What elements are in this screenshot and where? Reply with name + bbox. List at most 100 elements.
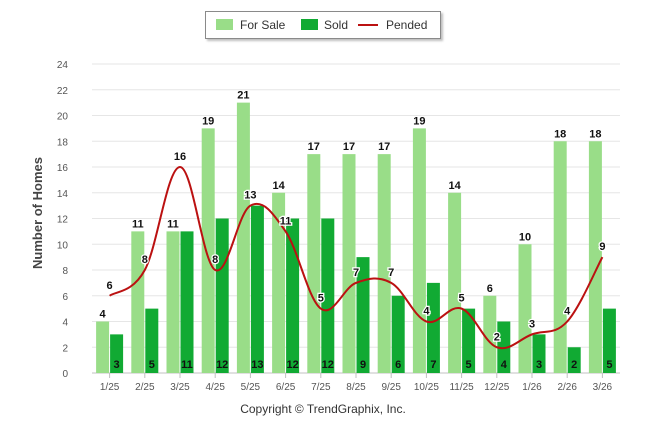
y-tick-label: 6 (62, 292, 68, 303)
data-label-for-sale: 11 (132, 218, 144, 230)
legend-label-sold: Sold (324, 18, 349, 32)
bar-sold[interactable] (426, 282, 440, 373)
y-tick-label: 4 (62, 318, 68, 329)
bar-sold[interactable] (286, 218, 300, 374)
y-tick-label: 14 (57, 189, 69, 200)
x-tick-label: 3/26 (593, 382, 613, 393)
x-tick-label: 11/25 (449, 382, 474, 393)
data-label-pended: 11 (280, 215, 292, 227)
y-tick-label: 0 (62, 369, 68, 380)
data-label-sold: 3 (536, 359, 542, 371)
chart-gridlines (92, 63, 620, 374)
data-label-pended: 7 (388, 267, 394, 279)
x-tick-label: 2/25 (135, 382, 155, 393)
bar-for-sale[interactable] (342, 154, 356, 373)
data-label-sold: 6 (395, 359, 401, 371)
data-label-sold: 7 (430, 359, 436, 371)
data-label-sold: 11 (181, 359, 193, 371)
bar-sold[interactable] (567, 347, 581, 373)
pended-line (109, 165, 604, 350)
data-label-pended: 8 (142, 254, 148, 266)
data-labels: 4311511111912211314121712179176197145641… (100, 90, 613, 371)
bar-for-sale[interactable] (483, 295, 497, 373)
data-label-sold: 3 (114, 359, 120, 371)
y-tick-label: 8 (62, 266, 68, 277)
bar-for-sale[interactable] (166, 231, 180, 373)
data-label-sold: 4 (501, 359, 508, 371)
bar-sold[interactable] (391, 295, 405, 373)
bar-for-sale[interactable] (448, 192, 462, 373)
bar-for-sale[interactable] (272, 192, 286, 373)
bar-sold[interactable] (321, 218, 335, 374)
bar-sold[interactable] (110, 334, 124, 373)
x-tick-label: 1/25 (100, 382, 120, 393)
data-label-sold: 5 (466, 359, 472, 371)
data-label-sold: 12 (322, 359, 334, 371)
bar-for-sale[interactable] (412, 128, 426, 373)
x-tick-label: 9/25 (381, 382, 401, 393)
x-tick-label: 6/25 (276, 382, 296, 393)
x-tick-label: 12/25 (484, 382, 509, 393)
bar-sold[interactable] (462, 308, 476, 373)
legend-swatch-sold (301, 19, 318, 30)
bar-for-sale[interactable] (553, 141, 567, 373)
data-label-for-sale: 14 (448, 180, 461, 192)
legend-swatch-for-sale (216, 19, 233, 30)
y-tick-label: 2 (62, 343, 68, 354)
pended-line-path[interactable] (109, 165, 604, 350)
bar-sold[interactable] (215, 218, 229, 374)
data-label-pended: 2 (494, 331, 500, 343)
x-tick-label: 2/26 (557, 382, 577, 393)
data-label-for-sale: 19 (202, 115, 214, 127)
legend-label-pended: Pended (386, 18, 428, 32)
data-label-sold: 12 (216, 359, 228, 371)
bar-for-sale[interactable] (518, 244, 532, 373)
bar-for-sale[interactable] (96, 321, 110, 374)
x-tick-label: 3/25 (170, 382, 190, 393)
x-tick-label: 7/25 (311, 382, 331, 393)
legend-line-pended (358, 24, 378, 26)
data-label-pended: 4 (423, 306, 430, 318)
data-label-pended: 16 (174, 151, 186, 163)
y-tick-label: 10 (57, 240, 69, 251)
bar-sold[interactable] (532, 334, 546, 373)
data-label-for-sale: 11 (167, 218, 179, 230)
y-tick-label: 16 (57, 163, 69, 174)
copyright-text: Copyright © TrendGraphix, Inc. (240, 402, 406, 416)
y-tick-label: 20 (57, 112, 69, 123)
data-label-sold: 13 (251, 359, 263, 371)
bar-for-sale[interactable] (377, 154, 391, 373)
bar-for-sale[interactable] (307, 154, 321, 373)
y-tick-label: 18 (57, 137, 69, 148)
data-label-pended: 7 (353, 267, 359, 279)
data-label-for-sale: 21 (237, 90, 249, 102)
data-label-sold: 5 (149, 359, 155, 371)
data-label-pended: 8 (212, 254, 218, 266)
bar-for-sale[interactable] (131, 231, 145, 373)
data-label-sold: 5 (606, 359, 612, 371)
data-label-for-sale: 4 (100, 309, 107, 321)
data-label-sold: 12 (286, 359, 298, 371)
x-tick-label: 4/25 (205, 382, 225, 393)
chart-legend: For Sale Sold Pended (205, 11, 441, 39)
data-label-for-sale: 18 (589, 128, 601, 140)
chart-bars (96, 102, 616, 374)
data-label-for-sale: 14 (272, 180, 285, 192)
bar-sold[interactable] (180, 231, 194, 373)
data-label-sold: 2 (571, 359, 577, 371)
data-label-for-sale: 17 (343, 141, 355, 153)
bar-for-sale[interactable] (201, 128, 215, 373)
y-tick-label: 22 (57, 86, 69, 97)
bar-sold[interactable] (250, 205, 264, 373)
legend-label-for-sale: For Sale (240, 18, 286, 32)
bar-sold[interactable] (602, 308, 616, 373)
bar-for-sale[interactable] (588, 141, 602, 373)
data-label-pended: 13 (244, 190, 256, 202)
bar-sold[interactable] (145, 308, 159, 373)
bar-sold[interactable] (356, 257, 370, 373)
y-axis-label: Number of Homes (30, 157, 45, 269)
data-label-pended: 5 (459, 293, 465, 305)
data-label-for-sale: 18 (554, 128, 566, 140)
bar-for-sale[interactable] (236, 102, 250, 373)
